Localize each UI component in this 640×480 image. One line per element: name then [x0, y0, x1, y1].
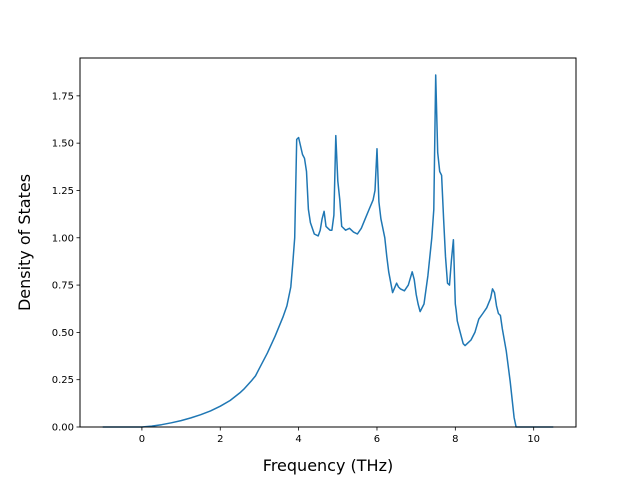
x-axis-label: Frequency (THz) [263, 456, 393, 475]
x-tick-label: 0 [139, 434, 145, 445]
x-axis: 0 2 4 6 8 10 [139, 427, 540, 445]
plot-area [102, 74, 554, 428]
y-tick-label: 1.75 [52, 91, 74, 102]
x-tick-label: 4 [295, 434, 301, 445]
y-tick-label: 1.25 [52, 186, 74, 197]
dos-series-line [102, 74, 554, 428]
y-tick-label: 0.25 [52, 375, 74, 386]
y-axis: 0.00 0.25 0.50 0.75 1.00 1.25 1.50 1.75 [52, 91, 80, 434]
x-tick-label: 8 [452, 434, 458, 445]
y-tick-label: 0.00 [52, 423, 74, 434]
y-tick-label: 1.00 [52, 233, 74, 244]
x-tick-label: 10 [527, 434, 540, 445]
y-axis-label: Density of States [15, 174, 34, 311]
x-tick-label: 2 [217, 434, 223, 445]
y-tick-label: 1.50 [52, 139, 74, 150]
y-tick-label: 0.50 [52, 328, 74, 339]
y-tick-label: 0.75 [52, 281, 74, 292]
x-tick-label: 6 [374, 434, 380, 445]
axes-frame [79, 57, 577, 428]
